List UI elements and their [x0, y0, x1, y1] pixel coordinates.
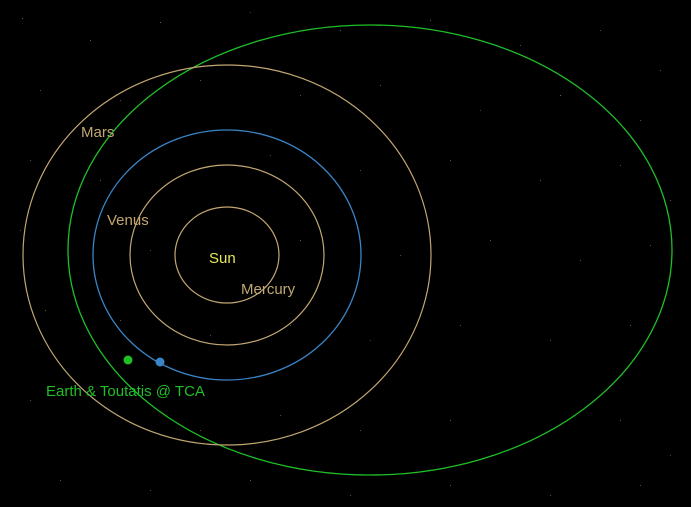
earth-marker — [156, 358, 165, 367]
toutatis-marker — [124, 356, 133, 365]
toutatis-orbit — [68, 25, 672, 475]
orbit-diagram: Sun Mercury Venus Mars Earth & Toutatis … — [0, 0, 691, 507]
mercury-label: Mercury — [241, 281, 295, 298]
venus-label: Venus — [107, 212, 149, 229]
tca-label: Earth & Toutatis @ TCA — [46, 383, 205, 400]
mars-label: Mars — [81, 124, 114, 141]
sun-label: Sun — [209, 250, 236, 267]
orbits-svg — [0, 0, 691, 507]
